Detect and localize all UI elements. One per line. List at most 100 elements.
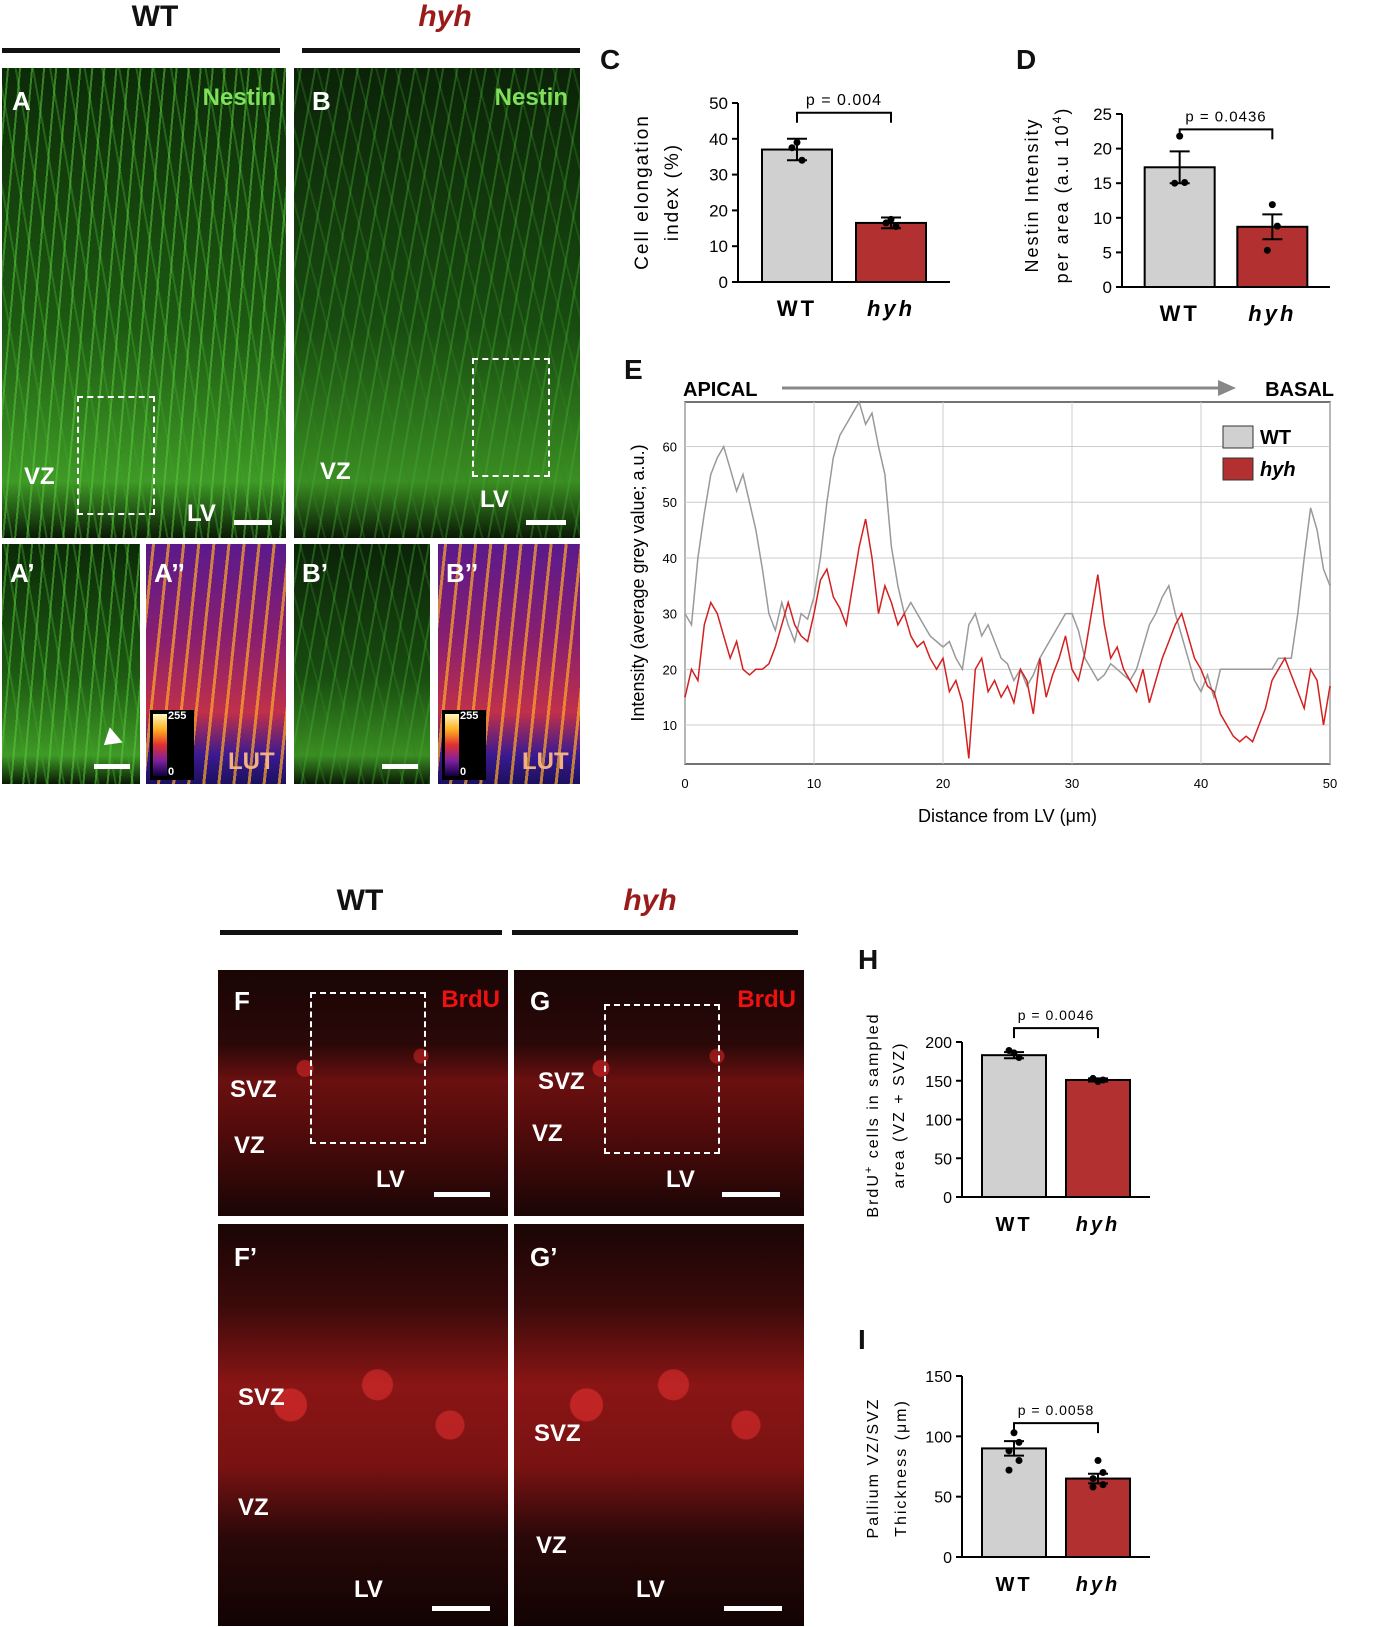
significance-bracket <box>1178 128 1274 140</box>
p-value-label: p = 0.0058 <box>1018 1402 1095 1418</box>
region-label-lv-a: LV <box>187 500 216 527</box>
bar-wt <box>981 1447 1047 1558</box>
header-hyh-bottom: hyh <box>623 884 677 917</box>
region-label-lv-f-prime: LV <box>354 1576 383 1603</box>
y-tick-label: 40 <box>709 130 728 149</box>
chart-c: 0 10 20 30 40 50 WT hyh p = 0.004 Cell elongation… <box>632 92 950 321</box>
y-tick-label: 50 <box>709 94 728 113</box>
legend-swatch-hyh <box>1222 457 1254 481</box>
y-tick-label: 10 <box>663 718 677 733</box>
region-label-lv-g: LV <box>666 1166 695 1193</box>
image-panel-a: A Nestin VZ LV <box>2 68 286 538</box>
plot-area <box>684 401 1331 765</box>
y-tick-label: 0 <box>719 273 728 292</box>
y-tick-label: 10 <box>709 237 728 256</box>
region-label-svz-g: SVZ <box>538 1068 585 1095</box>
scale-bar-b <box>526 520 566 525</box>
data-point <box>793 138 801 146</box>
y-axis-label: Cell elongation <box>632 114 653 270</box>
x-axis-label: Distance from LV (μm) <box>918 806 1097 826</box>
header-rule-wt-bottom <box>220 930 502 935</box>
data-point <box>1005 1047 1013 1055</box>
header-rule-hyh <box>302 48 580 53</box>
y-tick-label: 20 <box>709 201 728 220</box>
p-value-label: p = 0.0436 <box>1185 108 1266 125</box>
region-label-vz-f-prime: VZ <box>238 1494 269 1521</box>
region-label-vz-g: VZ <box>532 1120 563 1147</box>
y-tick-label: 100 <box>925 1113 952 1130</box>
header-wt-bottom: WT <box>336 884 384 917</box>
category-label-hyh: hyh <box>867 296 915 321</box>
scale-bar-b-prime <box>382 764 418 769</box>
region-label-lv-f: LV <box>376 1166 405 1193</box>
y-axis-label: area (VZ + SVZ) <box>891 1042 908 1189</box>
y-axis-label: per area (a.u 104) <box>1050 107 1072 284</box>
direction-arrow-head <box>1218 380 1236 396</box>
panel-letter-b-double-prime: B’’ <box>446 558 479 588</box>
data-point <box>1089 1074 1097 1082</box>
lut-min-label-b: 0 <box>460 766 467 778</box>
legend-swatch-wt <box>1222 425 1254 449</box>
scale-bar-a-prime <box>94 764 130 769</box>
data-point <box>1094 1456 1102 1464</box>
data-point <box>1005 1466 1013 1474</box>
scale-bar-a <box>234 520 272 525</box>
y-tick-label: 150 <box>925 1369 952 1386</box>
bar-hyh <box>1065 1078 1131 1198</box>
panel-letter-i: I <box>858 1324 866 1355</box>
panel-letter-g: G <box>530 986 551 1016</box>
category-label-wt: WT <box>995 1214 1032 1236</box>
data-point <box>1015 1438 1023 1446</box>
data-point <box>1089 1483 1097 1491</box>
y-tick-label: 5 <box>1103 243 1112 262</box>
image-panel-a-prime: A’ <box>2 544 140 784</box>
chart-e: 0 10 20 30 40 50 10 20 30 40 50 60 APICAL BASAL WT hyh D… <box>628 379 1337 826</box>
image-panel-a-double-prime: A’’ 255 0 LUT <box>146 544 286 784</box>
basal-label: BASAL <box>1265 379 1334 401</box>
series-line-wt <box>684 400 1331 701</box>
y-tick-label: 0 <box>943 1190 952 1207</box>
stain-label-nestin-b: Nestin <box>494 84 568 111</box>
arrowhead-icon <box>97 727 123 753</box>
bar-hyh <box>1065 1477 1131 1558</box>
y-tick-label: 30 <box>663 607 677 622</box>
panel-letter-a-prime: A’ <box>10 558 35 588</box>
scale-bar-f <box>434 1192 490 1197</box>
category-label-wt: WT <box>777 296 817 321</box>
y-tick-label: 60 <box>663 440 677 455</box>
panel-letter-h: H <box>858 944 879 975</box>
y-tick-label: 50 <box>663 495 677 510</box>
inset-box-g <box>604 1004 720 1154</box>
region-label-vz-f: VZ <box>234 1132 265 1159</box>
data-point <box>1171 179 1179 187</box>
scale-bar-f-prime <box>432 1606 490 1611</box>
significance-bracket <box>1013 1422 1099 1434</box>
category-label-hyh: hyh <box>1248 301 1296 326</box>
data-point <box>882 219 890 227</box>
region-label-svz-g-prime: SVZ <box>534 1420 581 1447</box>
image-panel-g: G BrdU SVZ VZ LV <box>514 970 804 1216</box>
y-axis-label: index (%) <box>662 143 683 241</box>
region-label-lv-b: LV <box>480 486 509 513</box>
y-tick-label: 30 <box>709 166 728 185</box>
header-wt-top: WT <box>131 0 179 33</box>
scale-bar-g <box>722 1192 780 1197</box>
region-label-vz-g-prime: VZ <box>536 1532 567 1559</box>
panel-letter-f: F <box>234 986 250 1016</box>
p-value-label: p = 0.004 <box>806 92 882 109</box>
region-label-svz-f: SVZ <box>230 1076 277 1103</box>
lut-max-label-b: 255 <box>460 710 479 722</box>
apical-label: APICAL <box>683 379 757 401</box>
legend-label-hyh: hyh <box>1260 459 1296 481</box>
data-point <box>1089 1475 1097 1483</box>
bar-hyh <box>855 221 927 283</box>
y-axis-label: Nestin Intensity <box>1022 117 1042 272</box>
panel-letter-b: B <box>312 86 331 116</box>
x-tick-label: 20 <box>936 776 950 791</box>
lut-colorbar: 255 0 <box>150 710 194 780</box>
region-label-vz-b: VZ <box>320 458 351 485</box>
image-panel-b-double-prime: B’’ 255 0 LUT <box>438 544 580 784</box>
x-tick-label: 30 <box>1065 776 1079 791</box>
chart-i: 0 50 100 150 WT hyh p = 0.0058 Pallium VZ/SVZ Th… <box>865 1369 1150 1596</box>
y-tick-label: 200 <box>925 1035 952 1052</box>
